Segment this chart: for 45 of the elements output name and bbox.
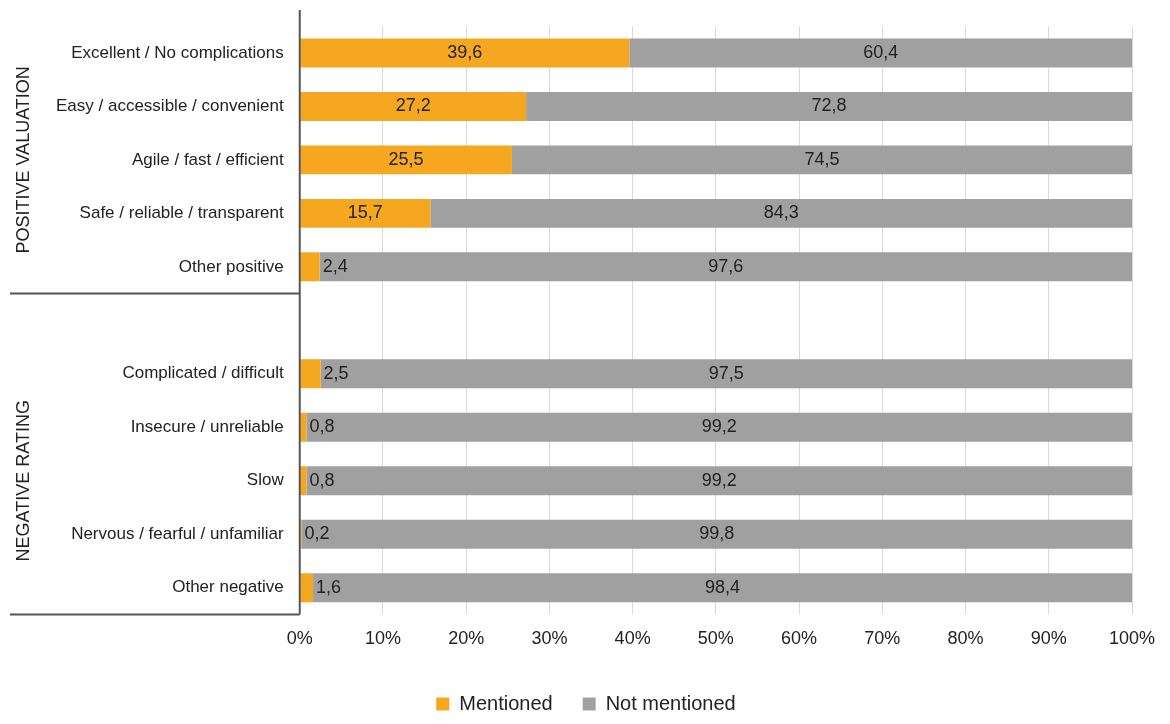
data-label: 2,5 <box>323 362 349 383</box>
data-label: 74,5 <box>804 148 840 169</box>
x-tick-label: 90% <box>1030 628 1067 649</box>
data-label: 25,5 <box>388 148 424 169</box>
y-tick-label: Complicated / difficult <box>122 363 284 383</box>
legend-label: Not mentioned <box>605 691 736 714</box>
y-tick-label: Agile / fast / efficient <box>131 149 284 169</box>
data-label: 84,3 <box>763 202 799 223</box>
x-tick-label: 0% <box>286 628 313 649</box>
x-tick-label: 30% <box>531 628 568 649</box>
y-tick-label: Nervous / fearful / unfamiliar <box>71 523 285 543</box>
data-label: 0,8 <box>309 469 335 490</box>
x-tick-label: 70% <box>864 628 901 649</box>
y-tick-label: Other negative <box>172 577 284 597</box>
x-tick-label: 40% <box>614 628 651 649</box>
y-tick-label: Excellent / No complications <box>71 42 284 62</box>
y-tick-label: Insecure / unreliable <box>130 416 284 436</box>
x-tick-label: 80% <box>947 628 984 649</box>
data-label: 72,8 <box>811 95 847 116</box>
data-label: 2,4 <box>322 255 348 276</box>
data-label: 98,4 <box>705 576 741 597</box>
text: NEGATIVE RATING <box>12 400 33 562</box>
legend-label: Mentioned <box>459 691 553 714</box>
data-label: 1,6 <box>316 576 342 597</box>
x-tick-label: 100% <box>1108 628 1156 649</box>
data-label: 99,2 <box>701 416 737 437</box>
y-tick-label: Easy / accessible / convenient <box>56 96 285 116</box>
x-tick-label: 50% <box>697 628 734 649</box>
data-label: 99,8 <box>699 523 735 544</box>
x-tick-label: 20% <box>448 628 485 649</box>
data-label: 0,2 <box>304 523 330 544</box>
data-label: 15,7 <box>347 202 383 223</box>
x-tick-label: 10% <box>364 628 401 649</box>
data-label: 99,2 <box>701 469 737 490</box>
y-tick-label: Safe / reliable / transparent <box>79 203 284 223</box>
data-label: 39,6 <box>447 41 483 62</box>
data-label: 27,2 <box>395 95 431 116</box>
y-tick-label: Other positive <box>178 256 284 276</box>
data-label: 97,5 <box>708 362 744 383</box>
data-label: 60,4 <box>863 41 899 62</box>
x-tick-label: 60% <box>781 628 818 649</box>
text: POSITIVE VALUATION <box>12 66 33 254</box>
data-label: 97,6 <box>708 255 744 276</box>
data-label: 0,8 <box>309 416 335 437</box>
y-tick-label: Slow <box>246 470 285 490</box>
